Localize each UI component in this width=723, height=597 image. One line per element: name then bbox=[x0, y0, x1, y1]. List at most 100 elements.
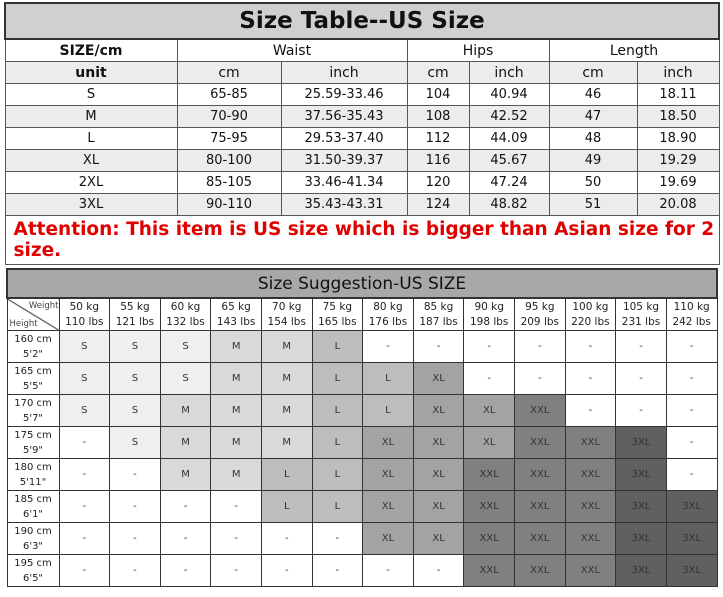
weight-lbs: 176 lbs bbox=[368, 315, 408, 328]
table-cell: S bbox=[4, 83, 178, 106]
suggestion-row: 195 cm 6'5" - - - - - - - - XXL XXL XXL 3XL 3XL bbox=[6, 554, 718, 587]
table-cell: 2XL bbox=[4, 171, 178, 194]
size-cell: XXL bbox=[564, 458, 617, 491]
weight-lbs: 198 lbs bbox=[469, 315, 509, 328]
size-cell: - bbox=[564, 330, 617, 363]
size-cell: M bbox=[260, 362, 313, 395]
table-cell: 19.69 bbox=[636, 171, 720, 194]
height-ft: 5'2" bbox=[22, 348, 44, 360]
size-cell: XXL bbox=[513, 522, 566, 555]
unit-header: inch bbox=[280, 61, 408, 84]
size-cell: S bbox=[109, 394, 161, 427]
weight-lbs: 121 lbs bbox=[115, 315, 155, 328]
height-header: 195 cm 6'5" bbox=[6, 554, 60, 587]
weight-kg: 70 kg bbox=[272, 300, 302, 313]
table-cell: 20.08 bbox=[636, 193, 720, 216]
table-cell: 46 bbox=[548, 83, 638, 106]
size-cell: S bbox=[159, 330, 212, 363]
size-table-title: Size Table--US Size bbox=[3, 2, 721, 40]
table-cell: 18.90 bbox=[636, 127, 720, 150]
table-cell: 124 bbox=[406, 193, 470, 216]
height-header: 175 cm 5'9" bbox=[6, 426, 60, 459]
size-cell: L bbox=[311, 426, 364, 459]
table-cell: 18.11 bbox=[636, 83, 720, 106]
table-cell: 90-110 bbox=[176, 193, 282, 216]
size-cell: S bbox=[109, 362, 161, 395]
weight-kg: 95 kg bbox=[525, 300, 555, 313]
size-cell: XL bbox=[412, 394, 465, 427]
size-cell: - bbox=[210, 522, 262, 555]
size-cell: 3XL bbox=[615, 458, 667, 491]
table-cell: 31.50-39.37 bbox=[280, 149, 408, 172]
size-cell: M bbox=[210, 426, 262, 459]
size-cell: L bbox=[362, 362, 414, 395]
size-cell: XL bbox=[412, 362, 465, 395]
table-row: 3XL 90-110 35.43-43.31 124 48.82 51 20.08 bbox=[4, 193, 720, 216]
table-cell: 25.59-33.46 bbox=[280, 83, 408, 106]
size-cell: - bbox=[513, 362, 566, 395]
size-cell: - bbox=[109, 522, 161, 555]
height-header: 170 cm 5'7" bbox=[6, 394, 60, 427]
size-cell: - bbox=[159, 554, 212, 587]
size-cell: - bbox=[260, 554, 313, 587]
size-cell: XXL bbox=[463, 554, 515, 587]
size-cell: - bbox=[58, 458, 111, 491]
size-cell: M bbox=[210, 330, 262, 363]
table-cell: 44.09 bbox=[468, 127, 550, 150]
header-length: Length bbox=[548, 38, 720, 62]
weight-header: 60 kg 132 lbs bbox=[159, 297, 212, 331]
size-cell: S bbox=[159, 362, 212, 395]
table-row: S 65-85 25.59-33.46 104 40.94 46 18.11 bbox=[4, 83, 720, 106]
suggestion-title: Size Suggestion-US SIZE bbox=[6, 268, 718, 299]
size-cell: L bbox=[311, 490, 364, 523]
height-ft: 5'9" bbox=[22, 444, 44, 456]
table-cell: 85-105 bbox=[176, 171, 282, 194]
size-cell: XL bbox=[412, 426, 465, 459]
suggestion-row: 185 cm 6'1" - - - - L L XL XL XXL XXL XXL 3XL 3XL bbox=[6, 490, 718, 523]
table-cell: 104 bbox=[406, 83, 470, 106]
unit-header: inch bbox=[468, 61, 550, 84]
size-cell: 3XL bbox=[665, 522, 718, 555]
height-cm: 185 cm bbox=[14, 493, 52, 505]
weight-lbs: 187 lbs bbox=[419, 315, 458, 328]
size-cell: XXL bbox=[463, 522, 515, 555]
height-header: 160 cm 5'2" bbox=[6, 330, 60, 363]
weight-header: 70 kg 154 lbs bbox=[260, 297, 313, 331]
size-cell: XXL bbox=[564, 522, 617, 555]
weight-header: 65 kg 143 lbs bbox=[210, 297, 262, 331]
size-cell: - bbox=[58, 426, 111, 459]
table-cell: 80-100 bbox=[176, 149, 282, 172]
size-cell: L bbox=[311, 394, 364, 427]
header-size-cm: SIZE/cm bbox=[4, 38, 178, 62]
size-cell: - bbox=[311, 554, 364, 587]
suggestion-row: 170 cm 5'7" S S M M M L L XL XL XXL - - - bbox=[6, 394, 718, 427]
size-cell: S bbox=[109, 330, 161, 363]
table-row: L 75-95 29.53-37.40 112 44.09 48 18.90 bbox=[4, 127, 720, 150]
size-cell: M bbox=[159, 394, 212, 427]
size-cell: 3XL bbox=[665, 554, 718, 587]
table-cell: 51 bbox=[548, 193, 638, 216]
height-cm: 160 cm bbox=[14, 333, 52, 345]
size-cell: - bbox=[463, 330, 515, 363]
size-cell: - bbox=[159, 490, 212, 523]
size-cell: S bbox=[109, 426, 161, 459]
size-cell: - bbox=[615, 394, 667, 427]
size-cell: - bbox=[210, 554, 262, 587]
size-cell: - bbox=[564, 362, 617, 395]
table-cell: 33.46-41.34 bbox=[280, 171, 408, 194]
size-cell: 3XL bbox=[615, 426, 667, 459]
size-cell: M bbox=[159, 426, 212, 459]
size-cell: L bbox=[260, 458, 313, 491]
table-row: 2XL 85-105 33.46-41.34 120 47.24 50 19.69 bbox=[4, 171, 720, 194]
size-cell: XL bbox=[463, 394, 515, 427]
size-cell: - bbox=[615, 330, 667, 363]
size-cell: - bbox=[412, 330, 465, 363]
size-cell: - bbox=[463, 362, 515, 395]
weight-header: 85 kg 187 lbs bbox=[412, 297, 465, 331]
table-cell: 65-85 bbox=[176, 83, 282, 106]
suggestion-row: 165 cm 5'5" S S S M M L L XL - - - - - bbox=[6, 362, 718, 395]
size-cell: S bbox=[58, 362, 111, 395]
size-cell: S bbox=[58, 394, 111, 427]
table-cell: 3XL bbox=[4, 193, 178, 216]
weight-lbs: 143 lbs bbox=[216, 315, 256, 328]
